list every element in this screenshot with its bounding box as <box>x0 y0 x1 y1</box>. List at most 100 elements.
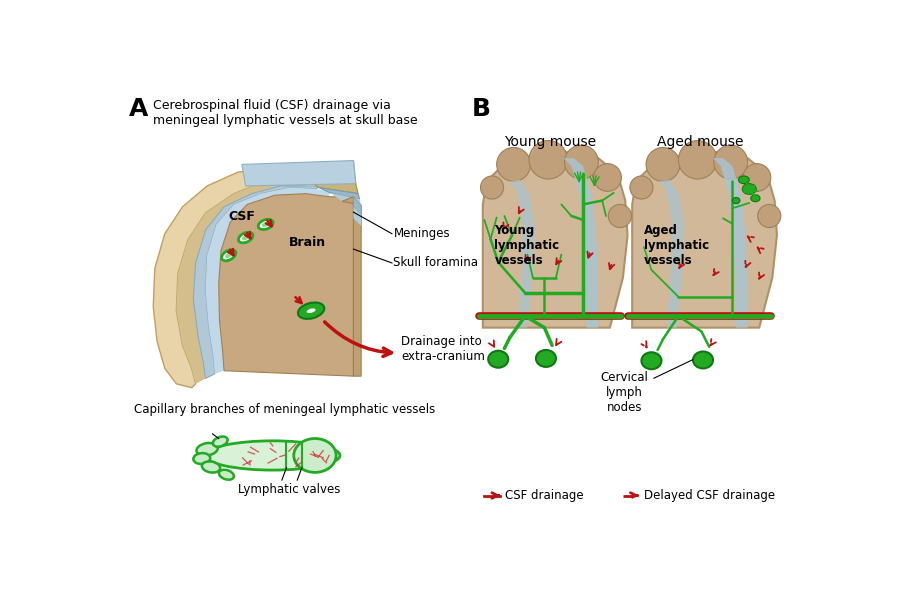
Circle shape <box>286 301 298 313</box>
Circle shape <box>305 278 317 290</box>
Circle shape <box>317 279 322 284</box>
Circle shape <box>285 337 288 340</box>
Circle shape <box>319 322 326 329</box>
Circle shape <box>497 148 531 181</box>
Polygon shape <box>330 193 361 205</box>
Circle shape <box>316 325 320 329</box>
Text: Brain: Brain <box>289 236 326 250</box>
Polygon shape <box>205 187 330 374</box>
Circle shape <box>311 308 316 313</box>
Circle shape <box>314 265 328 278</box>
Ellipse shape <box>693 352 713 368</box>
Circle shape <box>297 329 309 340</box>
Polygon shape <box>632 152 777 328</box>
Circle shape <box>743 164 770 191</box>
Circle shape <box>306 292 310 296</box>
Circle shape <box>302 345 306 349</box>
Circle shape <box>338 267 344 274</box>
Circle shape <box>321 313 327 318</box>
Circle shape <box>299 323 305 329</box>
Ellipse shape <box>488 351 508 368</box>
Text: Lymphatic valves: Lymphatic valves <box>238 483 341 496</box>
Circle shape <box>302 341 307 345</box>
Circle shape <box>314 311 328 325</box>
Circle shape <box>308 304 310 307</box>
Text: Aged
lymphatic
vessels: Aged lymphatic vessels <box>644 224 709 266</box>
Circle shape <box>679 140 717 179</box>
Ellipse shape <box>751 195 760 202</box>
Circle shape <box>329 256 342 268</box>
Circle shape <box>308 281 314 287</box>
Text: CSF: CSF <box>229 210 256 223</box>
Circle shape <box>299 345 305 352</box>
Circle shape <box>320 324 324 328</box>
Ellipse shape <box>212 437 228 446</box>
Text: Capillary branches of meningeal lymphatic vessels: Capillary branches of meningeal lymphati… <box>134 403 436 416</box>
Text: Cerebrospinal fluid (CSF) drainage via
meningeal lymphatic vessels at skull base: Cerebrospinal fluid (CSF) drainage via m… <box>153 99 418 127</box>
Circle shape <box>324 271 327 274</box>
Circle shape <box>529 140 568 179</box>
Circle shape <box>320 313 327 319</box>
Circle shape <box>332 300 338 306</box>
Ellipse shape <box>258 220 273 230</box>
Circle shape <box>287 304 294 311</box>
Circle shape <box>284 337 295 349</box>
Circle shape <box>630 176 653 199</box>
Circle shape <box>281 326 291 336</box>
Circle shape <box>298 300 304 307</box>
Circle shape <box>300 322 305 328</box>
Circle shape <box>286 340 292 346</box>
Polygon shape <box>342 197 361 376</box>
Circle shape <box>300 302 302 305</box>
Polygon shape <box>509 180 536 328</box>
Text: Delayed CSF drainage: Delayed CSF drainage <box>644 489 775 502</box>
Circle shape <box>278 343 288 353</box>
Circle shape <box>303 290 312 299</box>
Ellipse shape <box>242 235 249 240</box>
Ellipse shape <box>196 443 218 455</box>
Circle shape <box>319 281 321 283</box>
Circle shape <box>309 352 314 356</box>
Circle shape <box>313 323 322 332</box>
Text: Young mouse: Young mouse <box>505 135 597 149</box>
Circle shape <box>289 304 295 310</box>
Ellipse shape <box>202 461 220 473</box>
Circle shape <box>308 326 313 331</box>
Circle shape <box>323 270 328 275</box>
Circle shape <box>305 323 315 333</box>
Ellipse shape <box>238 232 253 243</box>
Circle shape <box>307 302 311 308</box>
Polygon shape <box>713 158 748 328</box>
Circle shape <box>296 329 304 336</box>
Circle shape <box>308 317 318 328</box>
Circle shape <box>311 345 315 349</box>
Circle shape <box>304 328 310 334</box>
Circle shape <box>304 283 310 288</box>
Ellipse shape <box>305 307 317 314</box>
Ellipse shape <box>738 176 749 184</box>
Circle shape <box>311 335 317 340</box>
Circle shape <box>312 310 315 312</box>
Polygon shape <box>319 187 360 199</box>
Circle shape <box>322 269 326 273</box>
Polygon shape <box>194 186 319 379</box>
Text: Meninges: Meninges <box>393 227 450 240</box>
Circle shape <box>295 319 309 332</box>
Circle shape <box>309 327 321 340</box>
Polygon shape <box>354 197 361 214</box>
Ellipse shape <box>742 184 756 194</box>
Circle shape <box>319 301 328 311</box>
Polygon shape <box>242 161 356 186</box>
Circle shape <box>594 164 621 191</box>
Circle shape <box>309 323 315 329</box>
Text: Drainage into
extra-cranium: Drainage into extra-cranium <box>401 335 485 364</box>
Circle shape <box>319 305 324 310</box>
Text: A: A <box>129 97 148 121</box>
Circle shape <box>277 328 290 340</box>
Circle shape <box>297 319 308 330</box>
Ellipse shape <box>293 439 336 472</box>
Circle shape <box>322 314 325 316</box>
Text: Skull foramina: Skull foramina <box>393 256 479 269</box>
Circle shape <box>278 350 289 361</box>
Ellipse shape <box>536 350 556 367</box>
